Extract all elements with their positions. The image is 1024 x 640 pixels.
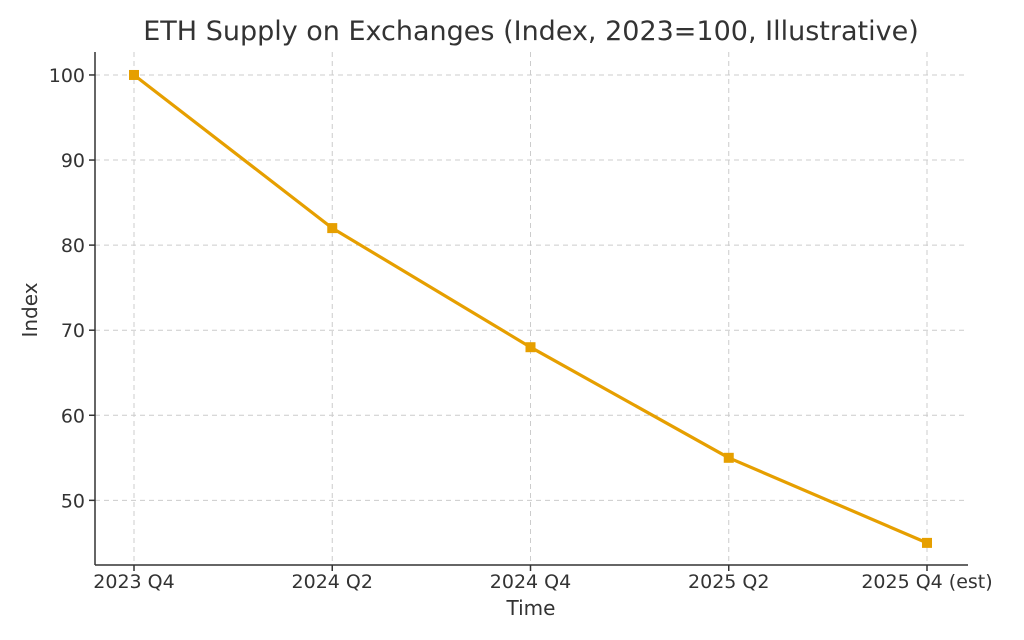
x-tick-label: 2023 Q4 <box>93 571 174 593</box>
series-group <box>129 69 932 548</box>
axes <box>94 52 968 566</box>
y-tick-label: 70 <box>61 320 85 342</box>
data-point-marker <box>525 342 536 353</box>
chart-title: ETH Supply on Exchanges (Index, 2023=100… <box>143 16 918 47</box>
y-tick-label: 100 <box>49 65 85 87</box>
grid <box>95 52 968 565</box>
data-point-marker <box>723 452 734 463</box>
data-point-marker <box>922 537 932 548</box>
x-tick-label: 2024 Q2 <box>292 571 373 593</box>
x-tick-label: 2025 Q2 <box>688 571 769 593</box>
y-tick-label: 90 <box>61 150 85 172</box>
data-point-marker <box>129 69 139 80</box>
data-point-marker <box>327 223 338 234</box>
y-axis-label: Index <box>18 282 42 337</box>
x-tick-label: 2024 Q4 <box>490 571 571 593</box>
y-tick-label: 80 <box>61 235 85 257</box>
x-ticks: 2023 Q4 2024 Q2 2024 Q4 2025 Q2 2025 Q4 (est… <box>93 565 993 593</box>
y-tick-label: 50 <box>61 490 85 512</box>
y-tick-label: 60 <box>61 405 85 427</box>
x-tick-label: 2025 Q4 (est) <box>861 571 992 593</box>
y-ticks: 50 60 70 80 90 100 <box>49 65 95 512</box>
x-axis-label: Time <box>506 596 556 620</box>
